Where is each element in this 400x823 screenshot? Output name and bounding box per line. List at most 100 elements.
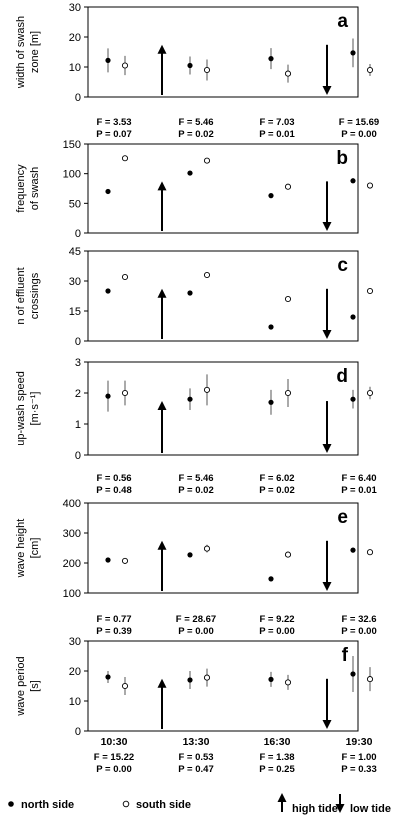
legend-high-tide-label: high tide xyxy=(292,803,338,815)
time-tick-label: 16:30 xyxy=(264,736,291,748)
stat-p: P = 0.48 xyxy=(96,485,131,496)
legend-low-tide-label: low tide xyxy=(350,803,391,815)
legend-low-tide-arrow-head xyxy=(335,804,345,813)
data-point-north xyxy=(350,178,356,184)
stat-f: F = 1.38 xyxy=(259,752,294,763)
y-tick-label: 400 xyxy=(63,498,81,510)
legend-north-marker xyxy=(8,801,14,807)
panel-letter: b xyxy=(336,148,348,169)
y-tick-label: 0 xyxy=(75,450,81,462)
data-point-south xyxy=(366,389,374,397)
y-axis-label-line: wave period xyxy=(15,656,27,716)
y-axis-label-line: frequency xyxy=(15,164,27,213)
stat-f: F = 7.03 xyxy=(259,117,294,128)
y-tick-label: 0 xyxy=(75,228,81,240)
panel-f: 0 10 20 30 wave period [s] f F = 15.22P = 0.00 F… xyxy=(15,636,377,775)
y-tick-label: 1 xyxy=(75,419,81,431)
panel-frame xyxy=(87,361,359,456)
y-axis-label: wave period [s] xyxy=(15,656,41,716)
tide-arrow-head xyxy=(157,678,167,688)
time-tick-label: 19:30 xyxy=(346,736,373,748)
panel-frame xyxy=(87,6,359,98)
data-point-north xyxy=(268,193,274,199)
data-point-north xyxy=(268,676,274,683)
legend-north-label: north side xyxy=(21,799,74,811)
data-point-south xyxy=(284,183,292,190)
panel-frame xyxy=(87,640,359,732)
tide-arrow-head xyxy=(322,720,332,729)
panel-letter: d xyxy=(336,366,348,387)
data-point-south xyxy=(284,295,292,303)
y-tick-label: 200 xyxy=(63,558,81,570)
y-tick-label: 300 xyxy=(63,528,81,540)
y-axis-label-line: [cm] xyxy=(29,538,41,559)
stat-p: P = 0.33 xyxy=(341,764,376,775)
time-tick-label: 10:30 xyxy=(101,736,128,748)
data-point-north xyxy=(187,552,193,558)
panel-frame xyxy=(87,250,359,342)
stat-f: F = 3.53 xyxy=(96,117,131,128)
stat-p: P = 0.00 xyxy=(178,626,213,637)
data-point-south xyxy=(366,676,374,683)
y-tick-label: 100 xyxy=(63,169,81,181)
y-tick-label: 10 xyxy=(69,696,81,708)
stat-p: P = 0.00 xyxy=(341,129,376,140)
data-point-south xyxy=(121,155,129,162)
data-point-south xyxy=(284,551,292,558)
data-point-north xyxy=(105,57,111,64)
data-point-north xyxy=(268,324,274,330)
data-point-north xyxy=(105,288,111,294)
data-point-south xyxy=(366,287,374,295)
y-axis-label: width of swash zone [m] xyxy=(15,16,41,89)
panel-letter: e xyxy=(337,507,348,528)
data-point-north xyxy=(350,314,356,320)
stat-f: F = 15.69 xyxy=(339,117,379,128)
tide-arrow-head xyxy=(157,288,167,298)
y-axis-label-line: [s] xyxy=(29,680,41,692)
y-tick-label: 20 xyxy=(69,666,81,678)
stat-p: P = 0.02 xyxy=(178,485,213,496)
stat-f: F = 1.00 xyxy=(341,752,376,763)
data-point-south xyxy=(121,62,129,69)
data-point-south xyxy=(284,679,292,686)
data-point-north xyxy=(187,170,193,176)
panel-letter: c xyxy=(337,255,348,276)
time-tick-label: 13:30 xyxy=(183,736,210,748)
y-axis-label-line: width of swash xyxy=(15,16,27,89)
tide-arrow-head xyxy=(157,540,167,550)
data-point-south xyxy=(203,271,211,279)
data-point-north xyxy=(105,557,111,563)
tide-arrow-head xyxy=(322,86,332,95)
panel-letter: a xyxy=(337,11,348,32)
stat-p: P = 0.39 xyxy=(96,626,131,637)
data-point-south xyxy=(203,386,211,393)
data-point-north xyxy=(105,674,111,680)
tide-arrow-head xyxy=(322,330,332,339)
y-tick-label: 3 xyxy=(75,357,81,369)
y-tick-label: 0 xyxy=(75,726,81,738)
y-axis-label-line: zone [m] xyxy=(29,31,41,73)
stat-f: F = 0.53 xyxy=(178,752,213,763)
data-point-south xyxy=(203,674,211,681)
stat-p: P = 0.00 xyxy=(341,626,376,637)
stat-p: P = 0.07 xyxy=(96,129,131,140)
data-point-south xyxy=(366,549,374,556)
data-point-north xyxy=(187,290,193,296)
data-point-north xyxy=(268,576,274,582)
stat-p: P = 0.00 xyxy=(259,626,294,637)
data-point-north xyxy=(268,56,274,62)
legend-high-tide-arrow-head xyxy=(277,793,287,802)
data-point-north xyxy=(268,399,274,405)
data-point-north xyxy=(105,393,111,399)
data-point-north xyxy=(105,188,111,195)
y-tick-label: 150 xyxy=(63,139,81,151)
y-axis-label-line: [m·s⁻¹] xyxy=(29,392,41,426)
data-point-south xyxy=(121,273,129,281)
data-point-south xyxy=(284,70,292,77)
y-tick-label: 2 xyxy=(75,388,81,400)
y-axis-label: n of effluent crossings xyxy=(15,267,41,324)
y-tick-label: 30 xyxy=(69,276,81,288)
